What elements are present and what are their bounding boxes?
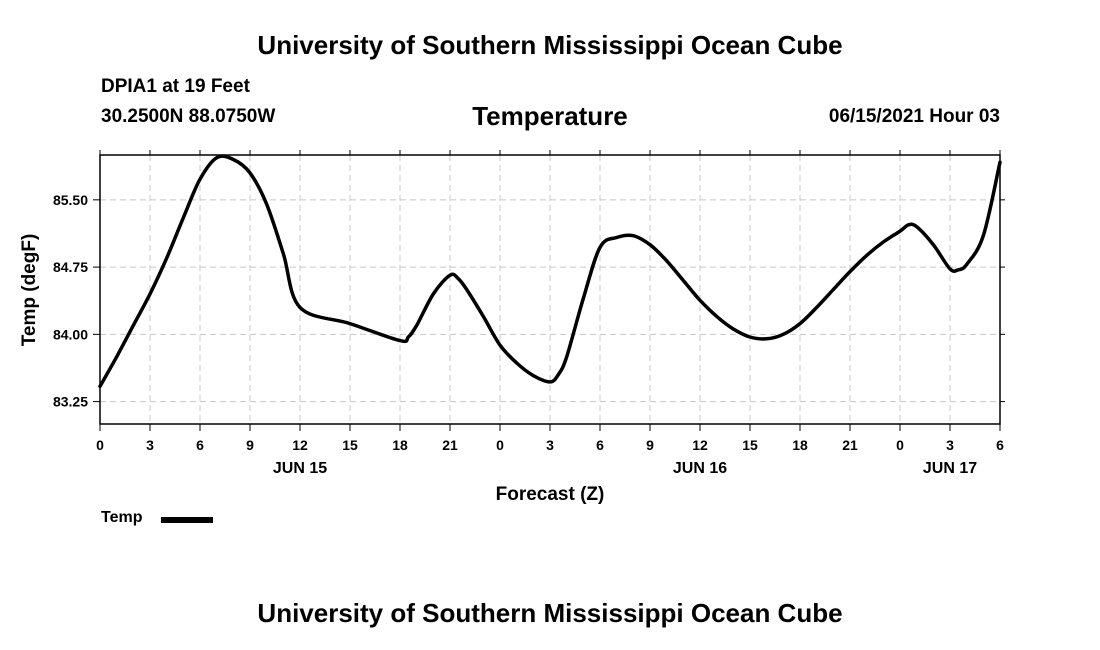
y-tick-label: 83.25: [53, 394, 88, 410]
x-tick-label: 15: [342, 437, 358, 453]
page-title: University of Southern Mississippi Ocean…: [257, 30, 843, 60]
data-point: [582, 297, 585, 300]
data-point: [982, 234, 985, 237]
data-point: [765, 338, 768, 340]
grid: [100, 155, 1000, 424]
data-point: [349, 322, 351, 325]
x-tick-label: 12: [692, 437, 708, 453]
data-point: [415, 324, 418, 327]
data-point: [149, 293, 151, 295]
x-tick-label: 3: [546, 437, 554, 453]
data-point: [282, 252, 285, 255]
data-point: [882, 241, 885, 243]
x-tick-label: 3: [946, 437, 954, 453]
y-tick-label: 85.50: [53, 192, 88, 208]
station-label: DPIA1 at 19 Feet: [101, 76, 250, 97]
y-tick-label: 84.75: [53, 259, 88, 275]
x-tick-label: 12: [292, 437, 308, 453]
data-point: [407, 336, 410, 338]
data-point: [265, 203, 268, 206]
legend-label: Temp: [101, 509, 143, 526]
data-point: [957, 269, 960, 271]
data-point: [165, 257, 168, 259]
data-point: [732, 328, 735, 330]
data-point: [965, 263, 968, 266]
data-point: [832, 288, 835, 291]
data-point: [565, 356, 568, 358]
x-tick-label: 6: [196, 437, 204, 453]
x-tick-label: 18: [792, 437, 808, 453]
data-point: [232, 158, 235, 161]
x-tick-label: 6: [996, 437, 1004, 453]
data-point: [515, 362, 518, 364]
data-point: [432, 293, 435, 295]
x-tick-label: 9: [646, 437, 654, 453]
ticks: 0 3 6 9 12 15 18 21 0 3 6 9 12 15 18 21 0 3 6 JUN 15 JUN 16 J…: [53, 150, 1005, 477]
data-point: [632, 234, 635, 237]
x-tick-label: 21: [842, 437, 858, 453]
data-point: [899, 230, 901, 232]
data-point: [457, 277, 460, 280]
data-point: [499, 344, 501, 346]
x-axis-title: Forecast (Z): [496, 484, 605, 505]
data-point: [782, 333, 785, 336]
data-point: [865, 254, 868, 257]
chart-title: Temperature: [472, 101, 628, 131]
data-point: [849, 270, 851, 273]
x-tick-label: 0: [896, 437, 904, 453]
datetime-label: 06/15/2021 Hour 03: [828, 106, 1000, 127]
x-tick-label: 6: [596, 437, 604, 453]
data-point: [699, 299, 701, 302]
data-point: [799, 322, 801, 325]
data-point: [299, 306, 301, 309]
data-point: [249, 172, 251, 174]
data-point: [599, 246, 601, 249]
footer-title: University of Southern Mississippi Ocean…: [257, 598, 843, 628]
data-point: [465, 288, 468, 291]
data-point: [215, 156, 218, 159]
data-point: [649, 243, 651, 246]
x-tick-label: 9: [246, 437, 254, 453]
data-point: [549, 381, 551, 383]
day-label: JUN 15: [273, 460, 327, 477]
data-point: [665, 260, 668, 262]
x-tick-label: 0: [96, 437, 104, 453]
data-point: [682, 279, 685, 282]
legend-swatch: [161, 517, 213, 523]
data-point: [615, 236, 618, 239]
data-point: [815, 306, 818, 309]
data-point: [557, 373, 560, 376]
data-point: [399, 339, 401, 342]
coordinates-label: 30.2500N 88.0750W: [101, 106, 276, 127]
data-point: [115, 356, 118, 358]
y-tick-label: 84.00: [53, 326, 88, 342]
x-tick-label: 0: [496, 437, 504, 453]
data-point: [132, 324, 135, 327]
day-label: JUN 17: [923, 460, 977, 477]
data-point: [749, 336, 751, 338]
x-tick-label: 21: [442, 437, 458, 453]
x-tick-label: 15: [742, 437, 758, 453]
data-point: [715, 315, 718, 318]
y-axis-title: Temp (degF): [19, 234, 40, 347]
data-point: [532, 374, 535, 377]
data-point: [949, 268, 951, 270]
x-tick-label: 18: [392, 437, 408, 453]
data-point: [915, 225, 918, 228]
series-layer: [98, 154, 1002, 389]
data-point: [199, 178, 201, 180]
x-tick-label: 3: [146, 437, 154, 453]
data-point: [482, 315, 485, 318]
data-point: [182, 217, 185, 219]
day-label: JUN 16: [673, 460, 727, 477]
data-point: [449, 274, 451, 277]
data-point: [907, 224, 910, 226]
data-point: [932, 243, 935, 246]
